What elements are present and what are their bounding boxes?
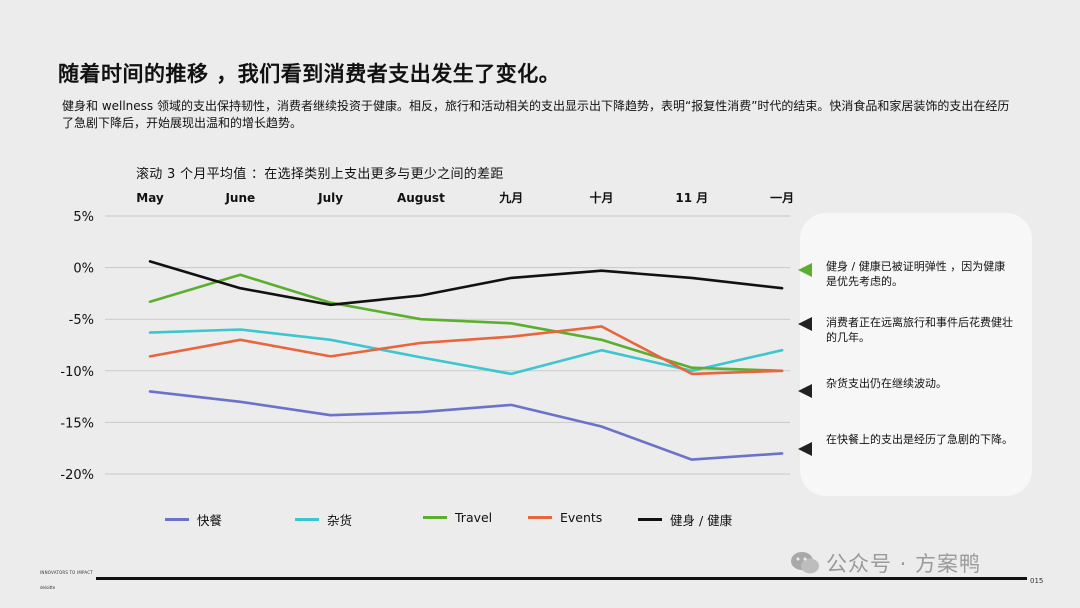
y-tick-label: -20% bbox=[60, 468, 94, 483]
footer-rule bbox=[96, 577, 1027, 580]
series-lines bbox=[148, 260, 784, 461]
legend-swatch bbox=[638, 518, 662, 521]
legend-label: Travel bbox=[455, 510, 493, 525]
headline: 随着时间的推移 ，我们看到消费者支出发生了变化。 bbox=[58, 62, 561, 86]
series-line-快餐 bbox=[148, 390, 784, 461]
x-tick-label: May bbox=[136, 191, 164, 205]
callout-fast-food: 在快餐上的支出是经历了急剧的下降。 bbox=[826, 433, 1013, 446]
series-line-Travel bbox=[148, 273, 784, 373]
chart-title: 滚动 3 个月平均值 ：在选择类别上支出更多与更少之间的差距 bbox=[136, 167, 504, 182]
x-tick-label: July bbox=[317, 191, 343, 205]
y-tick-labels: 5% 0% -5% -10% -15% -20% bbox=[60, 210, 94, 483]
x-tick-labels: May June July August 九月 十月 11 月 一月 bbox=[136, 190, 794, 205]
legend-swatch bbox=[165, 518, 189, 521]
footer-tagline: INNOVATORS TO IMPACT bbox=[40, 570, 93, 575]
y-tick-label: -5% bbox=[69, 313, 94, 328]
y-tick-label: -10% bbox=[60, 365, 94, 380]
wechat-icon bbox=[791, 552, 819, 574]
legend-swatch bbox=[423, 516, 447, 519]
y-tick-label: 0% bbox=[73, 262, 94, 277]
legend-item-fitness: 健身 / 健康 bbox=[638, 510, 732, 529]
legend-item-travel: Travel bbox=[423, 510, 492, 525]
grid-lines bbox=[105, 215, 790, 475]
legend-swatch bbox=[295, 518, 319, 521]
x-tick-label: 11 月 bbox=[675, 191, 708, 205]
watermark: 公众号 · 方案鸭 bbox=[790, 548, 981, 578]
x-tick-label: August bbox=[397, 191, 445, 205]
legend-item-grocery: 杂货 bbox=[295, 510, 352, 529]
x-tick-label: 一月 bbox=[770, 191, 794, 205]
series-line-健身 / 健康 bbox=[148, 260, 784, 307]
legend-item-events: Events bbox=[528, 510, 602, 525]
legend-item-fast-food: 快餐 bbox=[165, 510, 222, 529]
y-tick-label: 5% bbox=[73, 210, 94, 225]
x-tick-label: 九月 bbox=[498, 190, 523, 205]
series-line-Events bbox=[148, 325, 784, 376]
footer-brand: deloitte bbox=[40, 585, 56, 590]
x-tick-label: June bbox=[224, 191, 255, 205]
annotation-panel: 健身 / 健康已被证明弹性 ，因为健康是优先考虑的。 消费者正在远离旅行和事件后… bbox=[800, 213, 1032, 496]
callout-grocery: 杂货支出仍在继续波动。 bbox=[826, 377, 947, 390]
page-number: 015 bbox=[1030, 577, 1044, 585]
x-tick-label: 十月 bbox=[589, 190, 613, 205]
y-tick-label: -15% bbox=[60, 416, 94, 431]
legend-label: Events bbox=[560, 510, 603, 525]
legend-label: 杂货 bbox=[327, 513, 353, 528]
legend-label: 健身 / 健康 bbox=[670, 513, 733, 528]
subtitle: 健身和 wellness 领域的支出保持韧性，消费者继续投资于健康。相反，旅行和… bbox=[62, 99, 1010, 130]
callout-travel-events: 消费者正在远离旅行和事件后花费健壮的几年。 bbox=[826, 316, 1013, 344]
watermark-text: 公众号 · 方案鸭 bbox=[826, 552, 982, 576]
callout-fitness: 健身 / 健康已被证明弹性 ，因为健康是优先考虑的。 bbox=[826, 260, 1006, 288]
legend-label: 快餐 bbox=[197, 513, 223, 528]
legend-swatch bbox=[528, 516, 552, 519]
